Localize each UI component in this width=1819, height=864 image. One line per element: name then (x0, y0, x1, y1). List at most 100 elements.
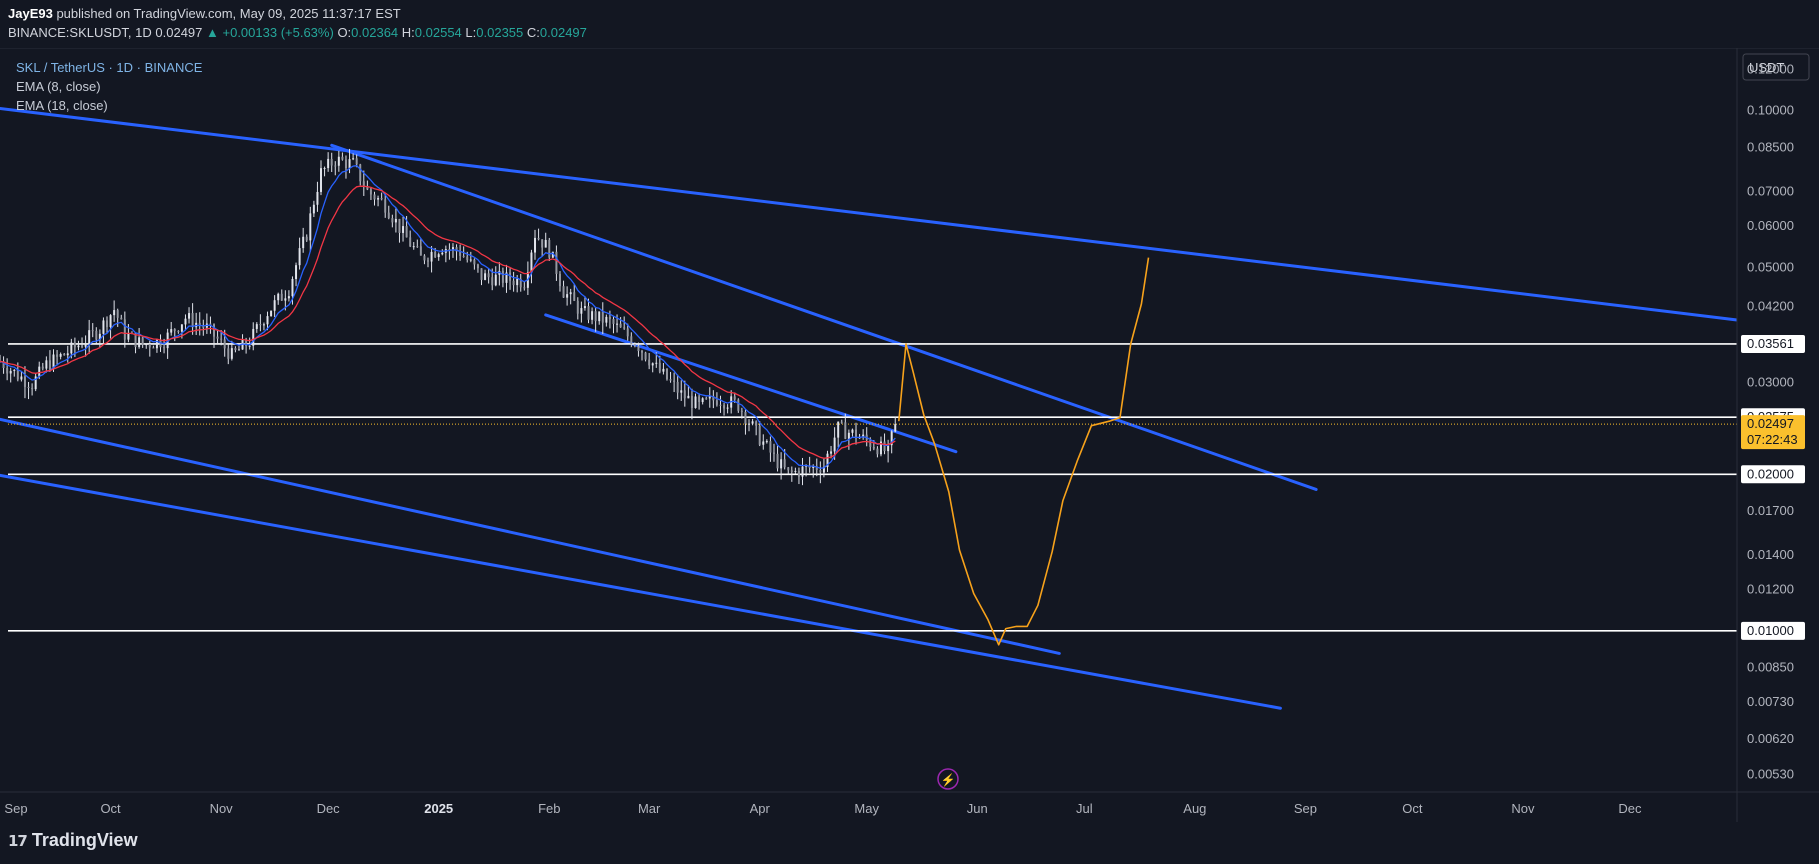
candle-body (776, 453, 779, 469)
ema-layer (0, 165, 896, 469)
candle-body (466, 256, 469, 260)
candle-body (772, 452, 775, 454)
publish-text: published on TradingView.com, May 09, 20… (52, 6, 401, 21)
time-axis-label: Jun (967, 801, 988, 816)
candle-body (180, 324, 183, 332)
time-axis-label: Apr (750, 801, 771, 816)
candle-body (808, 465, 811, 468)
low-label: L: (465, 25, 477, 40)
author-name[interactable]: JayE93 (8, 6, 53, 21)
time-axis-label: May (854, 801, 879, 816)
candle-body (598, 311, 601, 322)
time-axis-label: Sep (1294, 801, 1317, 816)
candle-body (359, 164, 362, 182)
tradingview-logo[interactable]: 17 TradingView (8, 830, 138, 851)
candle-body (63, 354, 66, 356)
candle-body (519, 278, 522, 288)
candle-body (551, 251, 554, 258)
candle-body (77, 345, 80, 348)
candle-body (580, 308, 583, 314)
candle-body (434, 251, 437, 258)
candle-body (127, 333, 130, 340)
legend-symbol[interactable]: SKL / TetherUS · 1D · BINANCE (16, 60, 203, 75)
candle-body (641, 351, 644, 353)
open-label: O: (337, 25, 352, 40)
candle-body (255, 324, 258, 329)
current-price-badge (1741, 415, 1805, 450)
level-label-box (1741, 465, 1805, 484)
candle-body (648, 359, 651, 366)
candle-body (855, 429, 858, 439)
candle-body (712, 396, 715, 401)
candle-body (337, 156, 340, 166)
candle-body (608, 316, 611, 320)
candle-body (819, 470, 822, 473)
candle-body (234, 348, 237, 351)
candle-body (530, 252, 533, 273)
candle-body (605, 316, 608, 323)
candle-body (237, 349, 240, 351)
candle-body (562, 286, 565, 298)
candle-body (344, 159, 347, 168)
candle-body (116, 310, 119, 318)
candle-body (469, 259, 472, 261)
candle-body (437, 254, 440, 258)
price-tick-label: 0.01700 (1747, 503, 1794, 518)
candle-body (198, 322, 201, 326)
candle-body (273, 300, 276, 311)
candle-body (630, 336, 633, 345)
price-tick-label: 0.06000 (1747, 218, 1794, 233)
candle-body (651, 363, 654, 366)
price-tick-label: 0.04200 (1747, 299, 1794, 314)
candle-body (744, 411, 747, 424)
candle-body (188, 313, 191, 319)
candle-body (509, 272, 512, 281)
currency-button (1742, 53, 1810, 81)
candle-body (312, 204, 315, 214)
candle-body (512, 280, 515, 286)
candle-body (805, 465, 808, 467)
candle-body (9, 370, 12, 374)
candle-body (765, 441, 768, 443)
candle-body (840, 421, 843, 423)
candle-body (862, 434, 865, 438)
price-tick-label: 0.10000 (1747, 103, 1794, 118)
close-label: C: (526, 25, 540, 40)
time-axis-label: Feb (538, 801, 560, 816)
candle-body (815, 466, 818, 471)
candle-body (883, 441, 886, 452)
candle-body (155, 339, 158, 349)
candle-body (623, 327, 626, 329)
candle-body (177, 330, 180, 332)
time-axis-label: Jul (1076, 801, 1093, 816)
candle-body (173, 329, 176, 331)
candle-body (723, 405, 726, 409)
candle-body (416, 246, 419, 248)
candle-body (797, 470, 800, 477)
candle-body (601, 311, 604, 323)
high-value: 0.02554 (414, 25, 462, 40)
candle-body (91, 330, 94, 332)
candle-body (769, 441, 772, 453)
time-axis-label: Aug (1183, 801, 1206, 816)
price-change: ▲ +0.00133 (+5.63%) (206, 25, 334, 40)
candle-body (544, 240, 547, 248)
candle-body (612, 319, 615, 324)
candle-body (2, 361, 5, 368)
legend-ema-fast[interactable]: EMA (8, close) (16, 79, 101, 94)
candle-body (826, 453, 829, 467)
time-axis-label: Oct (100, 801, 121, 816)
candle-body (170, 329, 173, 333)
candle-body (113, 310, 116, 316)
candle-body (102, 320, 105, 334)
symbol-line: BINANCE:SKLUSDT, 1D (8, 25, 152, 40)
candle-body (159, 339, 162, 348)
candle-body (223, 339, 226, 349)
price-tick-label: 0.00730 (1747, 694, 1794, 709)
legend-ema-slow[interactable]: EMA (18, close) (16, 98, 108, 113)
candle-body (548, 240, 551, 258)
candle-body (191, 313, 194, 328)
candle-body (106, 320, 109, 328)
level-label: 0.01000 (1747, 623, 1794, 638)
